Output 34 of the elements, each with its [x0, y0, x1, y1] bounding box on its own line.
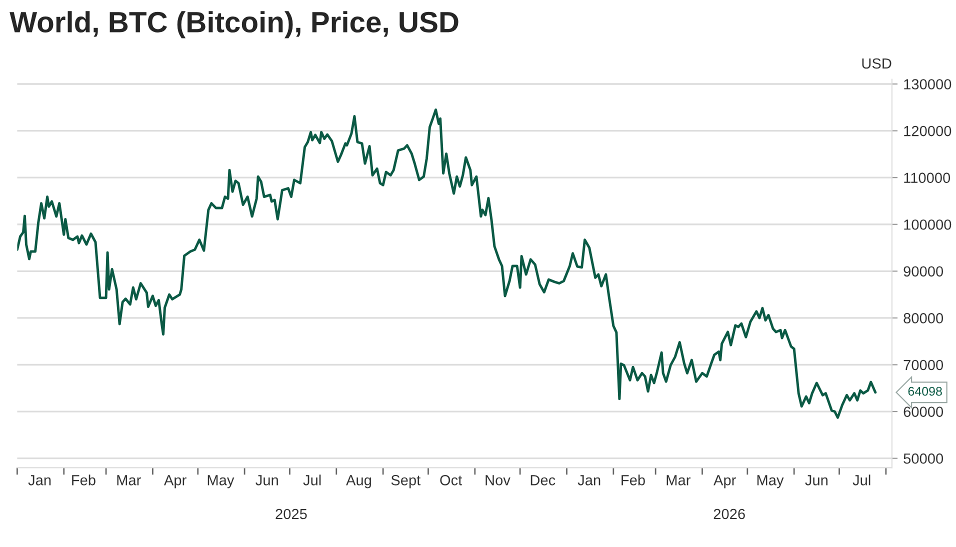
x-tick-label: May — [208, 475, 234, 488]
y-tick-label: 80000 — [904, 313, 944, 324]
x-tick-label: Feb — [72, 474, 96, 486]
y-tick-label: 90000 — [904, 266, 944, 277]
y-tick-label: 100000 — [904, 219, 952, 230]
text: 64098 — [908, 386, 942, 396]
x-tick-label: Mar — [117, 475, 141, 486]
x-tick-label: Jan — [28, 475, 51, 486]
y-tick-label: 120000 — [904, 126, 952, 136]
x-tick-label: May — [757, 475, 784, 488]
y-tick-label: 50000 — [904, 453, 944, 464]
x-tick-label: Jun — [805, 475, 828, 486]
x-tick-label: Oct — [440, 475, 462, 486]
x-tick-label: Nov — [486, 475, 510, 486]
chart-title: World, BTC (Bitcoin), Price, USD — [10, 11, 458, 38]
x-tick-label: Mar — [666, 475, 690, 486]
text: 2026 — [714, 508, 745, 520]
y-tick-label: 60000 — [904, 406, 944, 417]
x-tick-label: Jul — [303, 474, 321, 486]
x-tick-label: Jul — [852, 474, 870, 486]
x-tick-label: Aug — [346, 475, 372, 488]
line-series — [17, 108, 877, 419]
x-tick-label: Feb — [622, 474, 645, 486]
x-tick-label: Sept — [391, 475, 421, 488]
x-tick-label: Apr — [164, 475, 186, 488]
x-tick-label: Jun — [256, 475, 278, 486]
x-tick-label: Apr — [714, 475, 736, 488]
y-tick-label: 70000 — [904, 360, 944, 370]
y-tick-label: 130000 — [904, 79, 952, 90]
y-tick-label: 110000 — [904, 172, 950, 184]
y-axis-title: USD — [862, 58, 892, 69]
x-tick-label: Dec — [530, 475, 556, 486]
text: 2025 — [276, 508, 307, 520]
x-tick-label: Jan — [578, 475, 600, 486]
